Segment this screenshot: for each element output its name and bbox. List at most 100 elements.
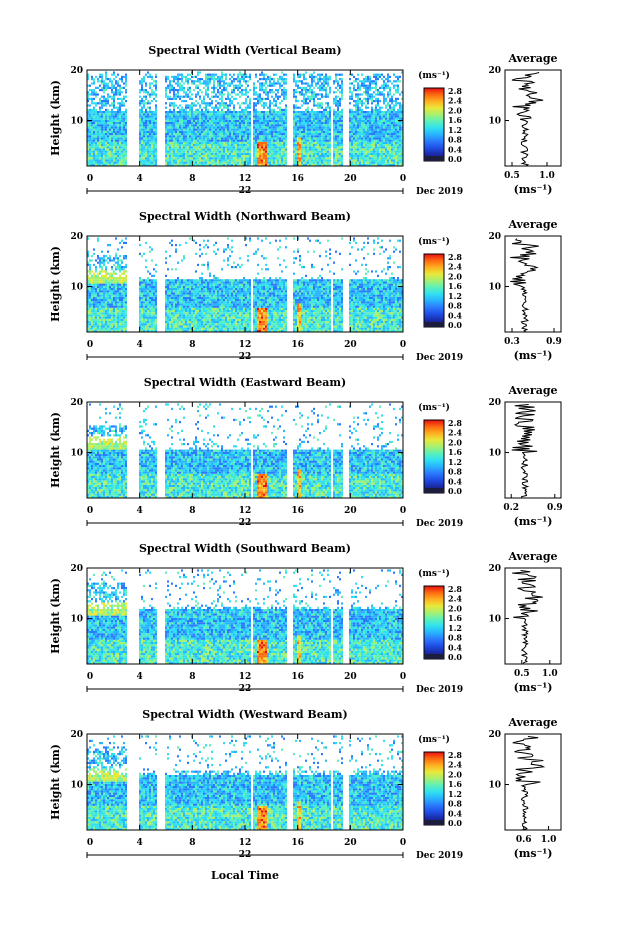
heatmap-cell [245,124,247,127]
heatmap-cell [297,117,299,120]
heatmap-cell [337,122,339,125]
heatmap-cell [327,146,329,149]
heatmap-cell [209,159,211,162]
heatmap-cell [387,119,389,122]
heatmap-cell [203,102,205,105]
heatmap-cell [203,139,205,142]
heatmap-cell [205,148,207,151]
heatmap-cell [153,126,155,129]
heatmap-cell [155,139,157,142]
heatmap-cell [179,82,181,85]
heatmap-cell [197,152,199,155]
heatmap-cell [217,148,219,151]
heatmap-cell [311,144,313,147]
heatmap-cell [103,159,105,162]
heatmap-cell [225,128,227,131]
heatmap-cell [295,135,297,138]
heatmap-cell [393,159,395,162]
heatmap-cell [235,139,237,142]
heatmap-cell [325,91,327,94]
heatmap-cell [297,139,299,142]
heatmap-cell [397,130,399,133]
heatmap-cell [217,137,219,140]
heatmap-cell [335,102,337,105]
heatmap-cell [231,141,233,144]
heatmap-cell [113,148,115,151]
heatmap-cell [173,102,175,105]
heatmap-cell [335,135,337,138]
heatmap-cell [301,163,303,166]
heatmap-cell [153,122,155,125]
heatmap-cell [89,157,91,160]
heatmap-cell [241,111,243,114]
heatmap-cell [221,122,223,125]
heatmap-cell [217,80,219,83]
heatmap-cell [205,144,207,147]
heatmap-cell [109,141,111,144]
heatmap-cell [285,82,287,85]
heatmap-cell [179,119,181,122]
heatmap-cell [193,122,195,125]
heatmap-cell [371,157,373,160]
heatmap-cell [283,119,285,122]
heatmap-cell [195,130,197,133]
heatmap-cell [327,104,329,107]
heatmap-cell [245,91,247,94]
heatmap-cell [373,124,375,127]
heatmap-cell [269,157,271,160]
heatmap-cell [181,80,183,83]
heatmap-cell [155,159,157,162]
heatmap-cell [313,163,315,166]
heatmap-cell [201,78,203,81]
heatmap-cell [241,108,243,111]
heatmap-cell [119,130,121,133]
heatmap-cell [381,73,383,76]
heatmap-cell [225,144,227,147]
heatmap-cell [351,159,353,162]
heatmap-cell [149,82,151,85]
heatmap-cell [319,128,321,131]
heatmap-cell [229,137,231,140]
heatmap-cell [101,100,103,103]
heatmap-cell [281,161,283,164]
heatmap-cell [99,130,101,133]
heatmap-cell [279,148,281,151]
heatmap-cell [383,126,385,129]
heatmap-cell [97,150,99,153]
heatmap-cell [265,144,267,147]
heatmap-cell [221,126,223,129]
heatmap-cell [179,73,181,76]
heatmap-cell [353,146,355,149]
heatmap-cell [109,157,111,160]
heatmap-cell [217,141,219,144]
heatmap-cell [143,119,145,122]
heatmap-cell [237,115,239,118]
heatmap-cell [379,91,381,94]
heatmap-cell [273,126,275,129]
heatmap-cell [389,86,391,89]
heatmap-cell [205,108,207,111]
heatmap-cell [283,117,285,120]
heatmap-cell [301,93,303,96]
heatmap-cell [307,102,309,105]
heatmap-cell [333,155,335,158]
heatmap-cell [141,115,143,118]
heatmap-cell [233,139,235,142]
heatmap-cell [265,152,267,155]
heatmap-cell [141,84,143,87]
heatmap-cell [263,106,265,109]
heatmap-cell [393,137,395,140]
heatmap-cell [89,155,91,158]
heatmap-cell [383,137,385,140]
heatmap-cell [303,122,305,125]
heatmap-cell [111,159,113,162]
heatmap-cell [233,150,235,153]
heatmap-cell [255,124,257,127]
heatmap-cell [219,113,221,116]
heatmap-cell [361,161,363,164]
heatmap-cell [275,130,277,133]
heatmap-cell [297,146,299,149]
heatmap-cell [91,130,93,133]
heatmap-cell [103,137,105,140]
heatmap-cell [315,126,317,129]
